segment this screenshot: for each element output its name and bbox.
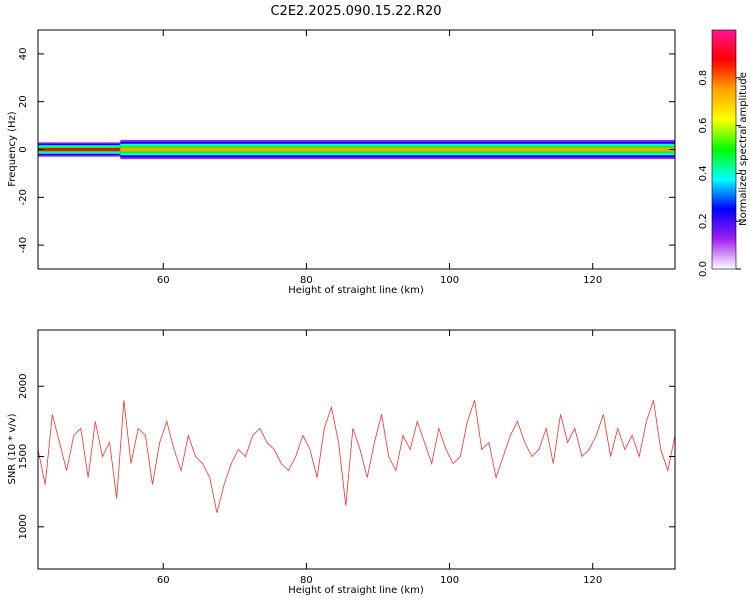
- snr-frame: [37, 329, 676, 570]
- snr-x-tick-label: 120: [583, 575, 602, 586]
- snr-series-line: [38, 400, 675, 513]
- snr-y-tick-label: 1500: [18, 444, 29, 469]
- spectrogram-y-tick-label: 20: [18, 95, 29, 108]
- spectrogram-band-level: [38, 148, 121, 151]
- colorbar-label: Normalized spectral amplitude: [738, 72, 749, 226]
- snr-x-label: Height of straight line (km): [288, 585, 424, 596]
- snr-x-ticks: 60 80 100 120: [157, 330, 602, 586]
- colorbar-tick-label: 0.2: [698, 213, 709, 229]
- colorbar-tick-label: 0.0: [698, 261, 709, 277]
- snr-panel: 60 80 100 120 1000 1500 2000 Height of straig…: [7, 329, 676, 596]
- spectrogram-x-tick-label: 120: [583, 275, 602, 286]
- spectrogram-y-ticks: -40 -20 0 20 40: [18, 48, 675, 253]
- snr-x-tick-label: 100: [440, 575, 459, 586]
- snr-x-tick-label: 60: [157, 575, 170, 586]
- figure-title: C2E2.2025.090.15.22.R20: [270, 4, 441, 19]
- spectrogram-panel: 60 80 100 120 -40 -20 0 20 40 Height of straigh…: [7, 29, 676, 296]
- colorbar-ticks: 0.0 0.2 0.4 0.6 0.8: [698, 70, 741, 277]
- spectrogram-y-tick-label: -40: [18, 237, 29, 253]
- colorbar-tick-label: 0.4: [698, 165, 709, 181]
- spectrogram-x-tick-label: 100: [440, 275, 459, 286]
- snr-x-tick-label: 80: [300, 575, 313, 586]
- spectrogram-x-tick-label: 80: [300, 275, 313, 286]
- spectrogram-band-level: [120, 147, 675, 152]
- spectrogram-band: [38, 139, 675, 160]
- colorbar: 0.0 0.2 0.4 0.6 0.8 Normalized spectral ampl…: [698, 29, 749, 277]
- snr-y-tick-label: 2000: [18, 374, 29, 399]
- colorbar-tick-label: 0.8: [698, 70, 709, 86]
- spectrogram-y-tick-label: 0: [18, 146, 29, 152]
- snr-y-label: SNR (10 * v/v): [7, 413, 18, 484]
- spectrogram-y-label: Frequency (Hz): [7, 111, 18, 187]
- colorbar-gradient: [711, 29, 737, 270]
- snr-y-ticks: 1000 1500 2000: [18, 374, 675, 540]
- spectrogram-x-tick-label: 60: [157, 275, 170, 286]
- colorbar-tick-label: 0.6: [698, 118, 709, 134]
- snr-y-tick-label: 1000: [18, 514, 29, 539]
- spectrogram-x-ticks: 60 80 100 120: [157, 30, 602, 286]
- spectrogram-y-tick-label: -20: [18, 189, 29, 205]
- spectrogram-x-label: Height of straight line (km): [288, 285, 424, 296]
- spectrogram-y-tick-label: 40: [18, 48, 29, 61]
